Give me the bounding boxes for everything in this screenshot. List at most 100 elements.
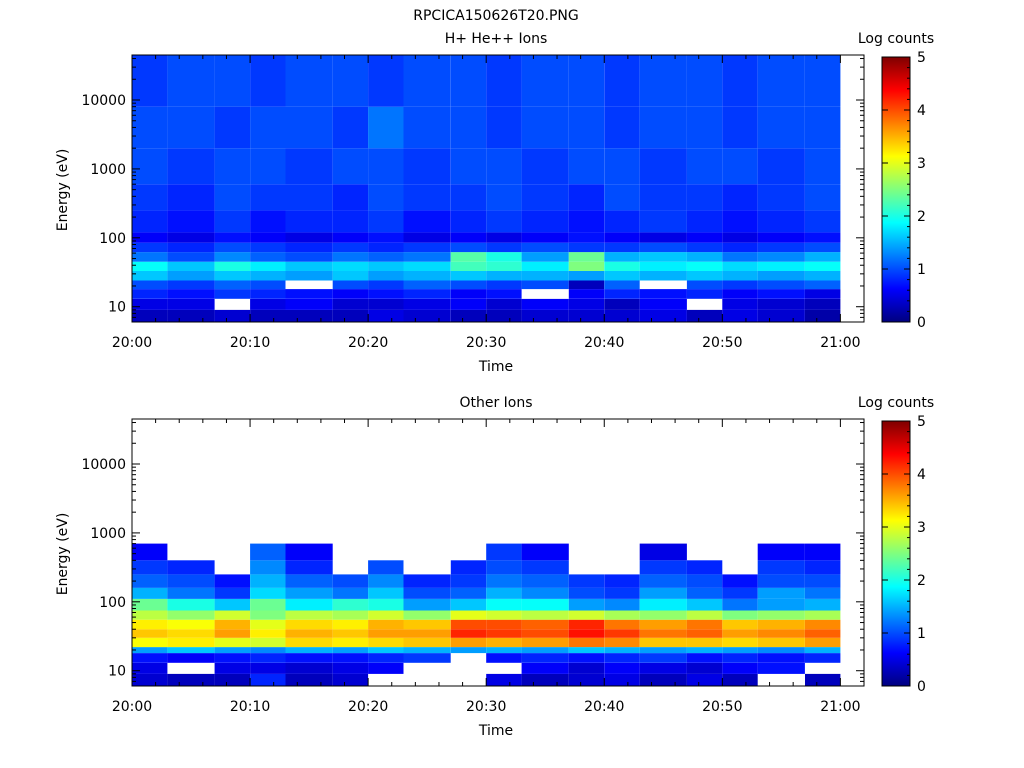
heatmap-cell <box>132 560 168 575</box>
heatmap-cell <box>639 148 687 185</box>
heatmap-cell <box>332 106 369 149</box>
heatmap-cell <box>722 232 758 243</box>
heatmap-cell <box>132 629 168 638</box>
colorbar <box>881 56 911 323</box>
heatmap-cell <box>403 232 451 243</box>
heatmap-cell <box>450 610 487 620</box>
heatmap-cell <box>167 106 215 149</box>
heatmap-cell <box>568 232 605 243</box>
y-tick-label: 10 <box>108 664 126 680</box>
heatmap-cell <box>332 210 369 233</box>
heatmap-cell <box>167 309 215 322</box>
heatmap-cell <box>250 309 286 322</box>
heatmap-cell <box>332 629 369 638</box>
heatmap-cell <box>757 543 805 561</box>
heatmap-cell <box>686 184 723 211</box>
x-tick-label: 20:30 <box>466 699 506 715</box>
heatmap-cell <box>568 242 605 253</box>
heatmap-cell <box>486 271 522 281</box>
heatmap-cell <box>167 637 215 648</box>
heatmap-cell <box>285 647 333 654</box>
heatmap-cell <box>285 184 333 211</box>
x-tick-label: 20:10 <box>230 335 270 351</box>
x-axis: 20:00 20:10 20:20 20:30 20:40 20:50 21:00 <box>112 55 865 351</box>
heatmap-cell <box>132 599 168 611</box>
heatmap-cell <box>686 271 723 281</box>
heatmap-cell <box>568 210 605 233</box>
heatmap-cell <box>368 55 404 107</box>
heatmap-cell <box>132 210 168 233</box>
heatmap-cell <box>285 55 333 107</box>
heatmap-cell <box>686 148 723 185</box>
heatmap-cell <box>332 637 369 648</box>
heatmap-cell <box>722 184 758 211</box>
heatmap-cell <box>568 619 605 630</box>
heatmap-cell <box>757 637 805 648</box>
heatmap-cell <box>757 289 805 299</box>
heatmap-cell <box>521 543 569 561</box>
heatmap-cell <box>568 271 605 281</box>
heatmap-cell <box>604 637 640 648</box>
heatmap-cell <box>639 543 687 561</box>
heatmap-cell <box>639 289 687 299</box>
heatmap-cell <box>805 232 841 243</box>
heatmap-cell <box>639 252 687 262</box>
heatmap-cell <box>132 232 168 243</box>
heatmap-cell <box>285 662 333 674</box>
heatmap-cell <box>686 560 723 575</box>
heatmap-cell <box>521 637 569 648</box>
heatmap-cell <box>805 543 841 561</box>
heatmap-cell <box>250 647 286 654</box>
heatmap-cell <box>486 587 522 599</box>
heatmap-cell <box>521 55 569 107</box>
x-axis-label: Time <box>478 359 513 375</box>
heatmap-cell <box>604 184 640 211</box>
heatmap-cell <box>757 271 805 281</box>
heatmap-cell <box>285 242 333 253</box>
heatmap-cell <box>132 289 168 299</box>
heatmap-cell <box>403 298 451 310</box>
heatmap-cell <box>450 587 487 599</box>
y-axis-label: Energy (eV) <box>55 513 71 596</box>
heatmap-cell <box>521 647 569 654</box>
heatmap-cell <box>403 289 451 299</box>
heatmap-cell <box>639 309 687 322</box>
heatmap-cell <box>757 610 805 620</box>
heatmap-cell <box>214 232 250 243</box>
heatmap-cell <box>403 148 451 185</box>
heatmap-cell <box>521 280 569 290</box>
heatmap-cell <box>604 106 640 149</box>
heatmap-cell <box>167 184 215 211</box>
heatmap-cell <box>167 210 215 233</box>
heatmap-cell <box>722 309 758 322</box>
heatmap-cell <box>285 574 333 588</box>
heatmap-cell <box>639 662 687 674</box>
heatmap-cell <box>332 148 369 185</box>
heatmap-cell <box>403 647 451 654</box>
heatmap-cell <box>250 261 286 271</box>
heatmap-cell <box>368 637 404 648</box>
heatmap-cell <box>250 619 286 630</box>
heatmap-cell <box>805 261 841 271</box>
heatmap-cell <box>250 55 286 107</box>
heatmap-cell <box>568 261 605 271</box>
plot-frame <box>131 418 865 687</box>
heatmap-cell <box>757 653 805 663</box>
heatmap-cell <box>450 289 487 299</box>
heatmap-cell <box>285 673 333 686</box>
heatmap-cell <box>450 242 487 253</box>
heatmap-cell <box>757 560 805 575</box>
heatmap-cell <box>568 629 605 638</box>
heatmap-cell <box>805 242 841 253</box>
heatmap-cell <box>167 560 215 575</box>
heatmap-cell <box>332 271 369 281</box>
heatmap-cell <box>805 106 841 149</box>
heatmap-cell <box>167 232 215 243</box>
x-tick-label: 20:20 <box>348 699 388 715</box>
heatmap-cell <box>521 271 569 281</box>
heatmap-cell <box>486 629 522 638</box>
panel-title: H+ He++ Ions <box>445 31 548 47</box>
heatmap-cell <box>805 280 841 290</box>
heatmap-cell <box>167 653 215 663</box>
heatmap-cell <box>686 647 723 654</box>
